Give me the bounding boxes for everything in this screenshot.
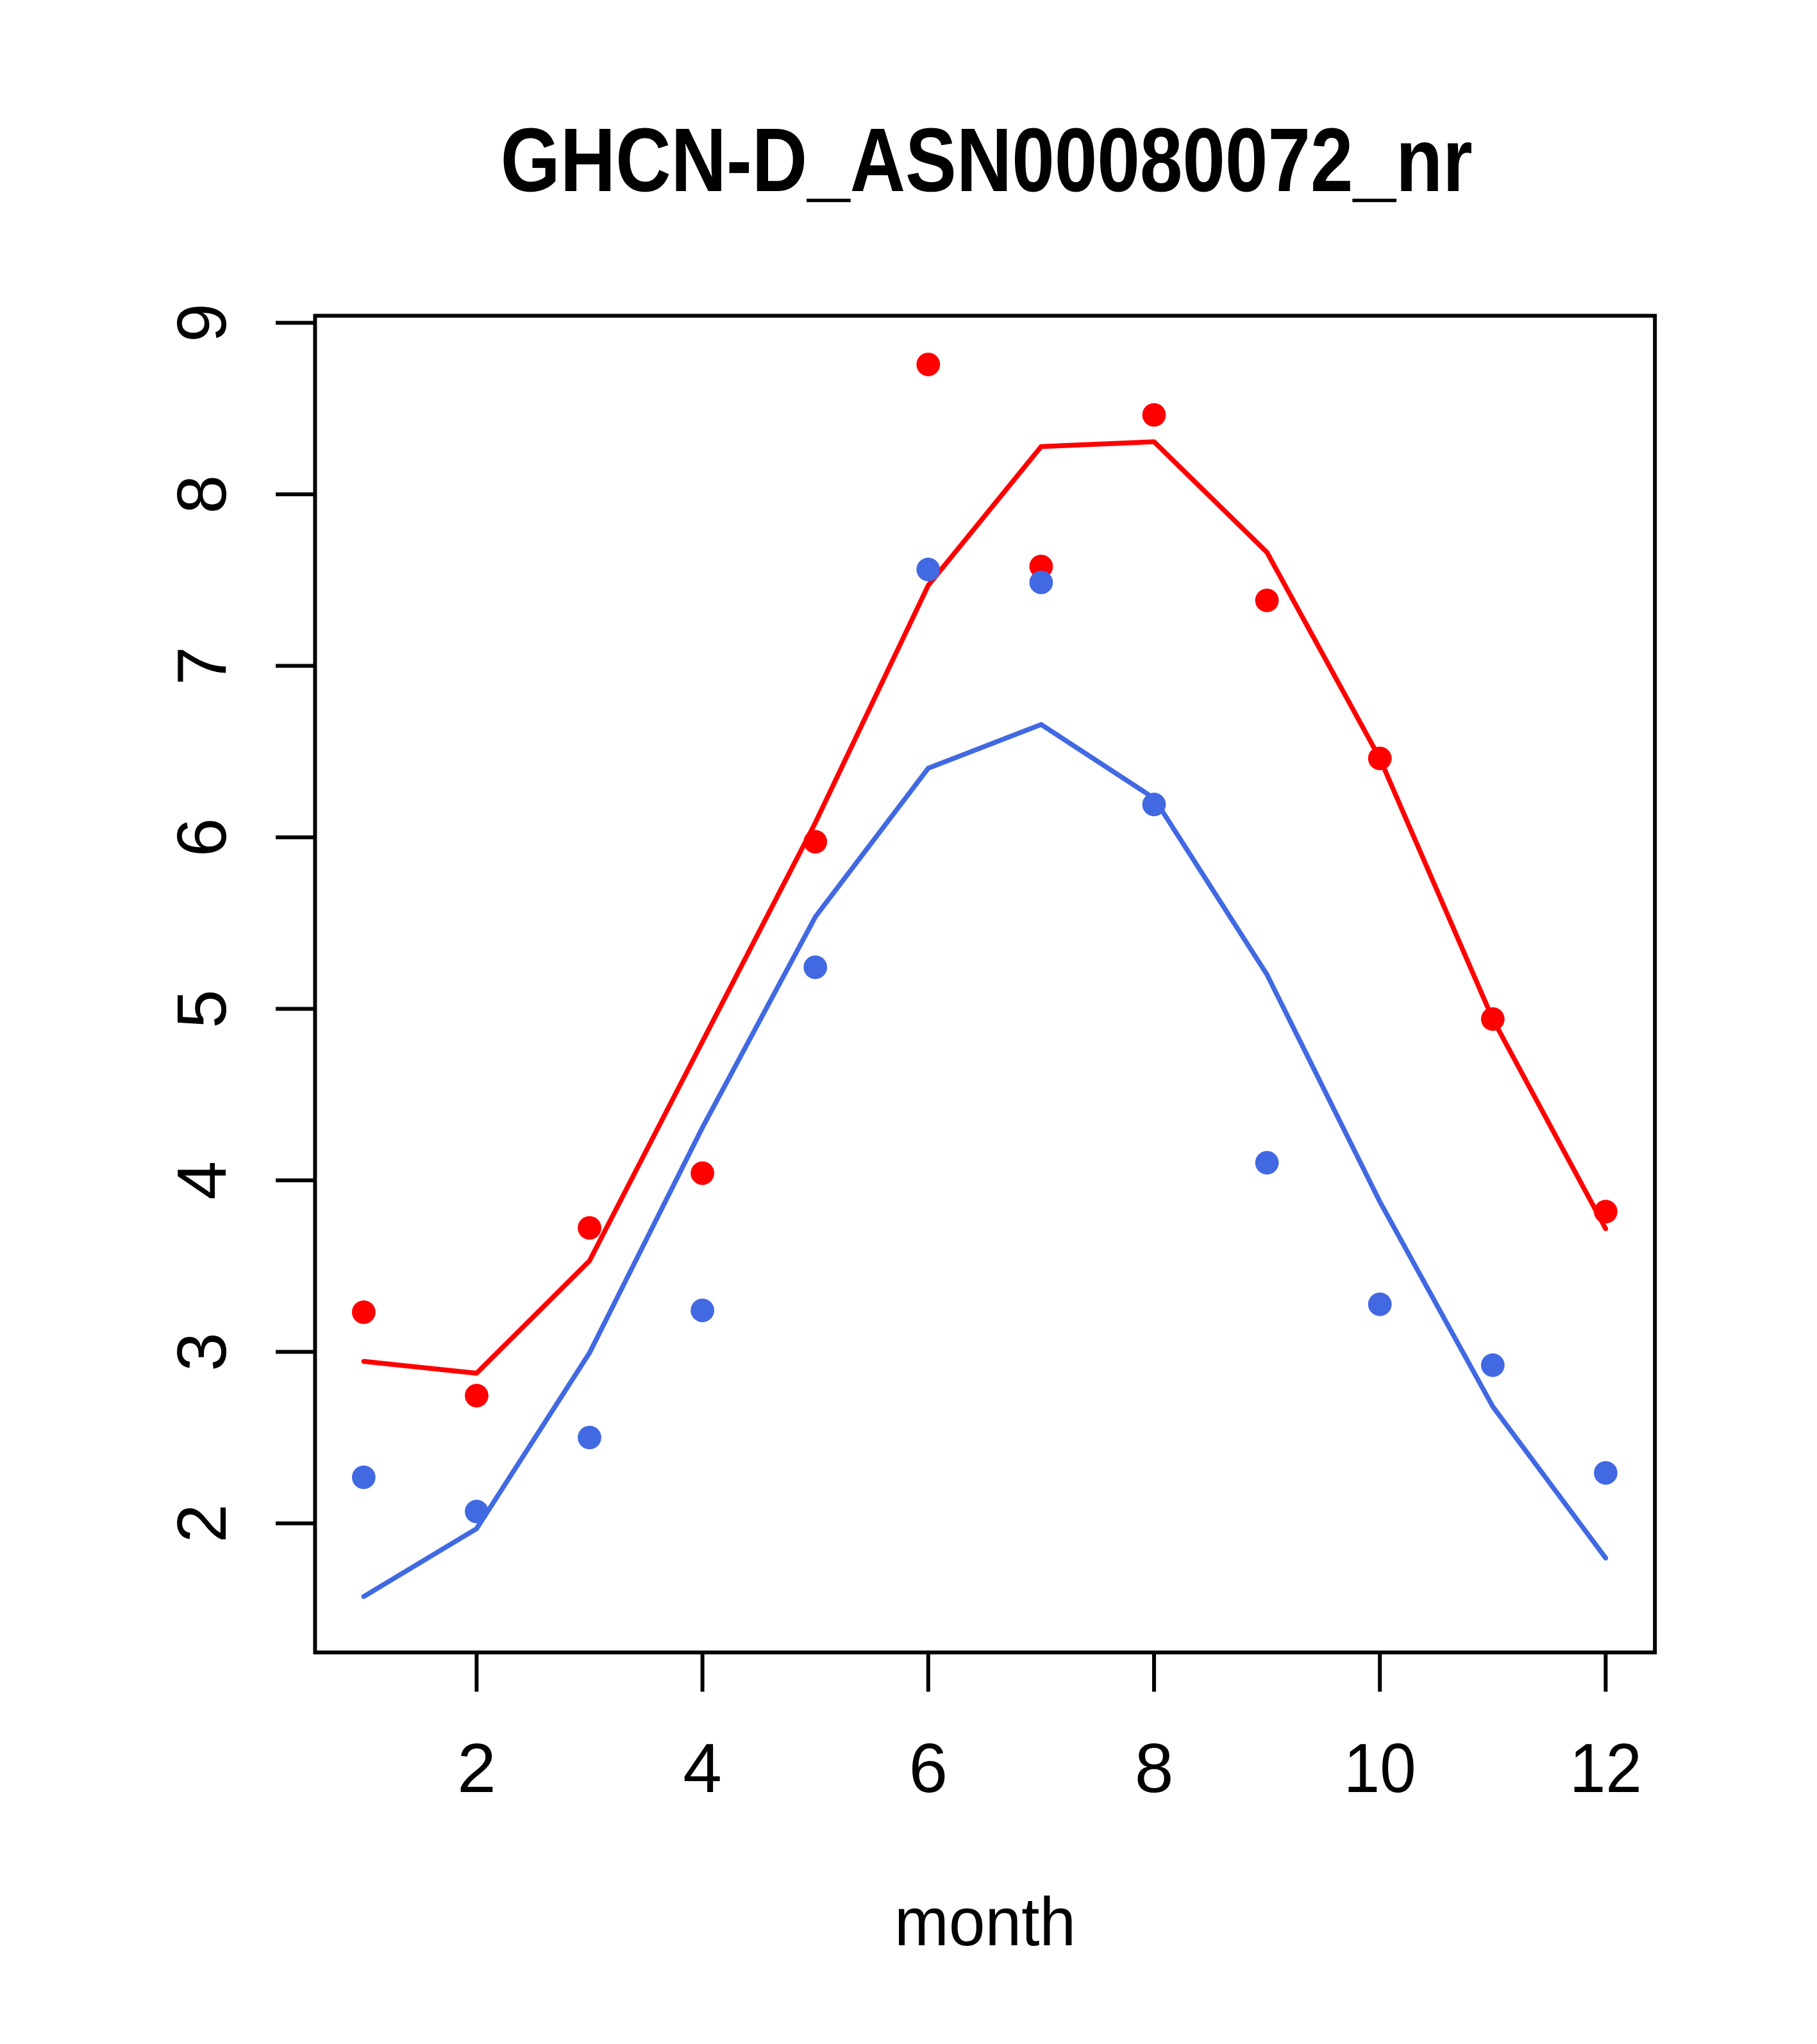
svg-text:6: 6 [908, 1729, 948, 1807]
svg-text:month: month [894, 1883, 1076, 1960]
svg-text:GHCN-D_ASN00080072_nr: GHCN-D_ASN00080072_nr [501, 109, 1473, 210]
svg-text:4: 4 [683, 1729, 722, 1807]
svg-text:12: 12 [1570, 1729, 1642, 1807]
svg-text:4: 4 [163, 1161, 241, 1200]
svg-text:8: 8 [1135, 1729, 1174, 1807]
svg-text:6: 6 [163, 818, 241, 857]
svg-text:10: 10 [1344, 1729, 1416, 1807]
svg-text:2: 2 [457, 1729, 496, 1807]
svg-text:3: 3 [163, 1332, 241, 1371]
svg-text:9: 9 [163, 303, 241, 342]
svg-text:5: 5 [163, 989, 241, 1028]
svg-text:2: 2 [163, 1504, 241, 1543]
svg-text:8: 8 [163, 475, 241, 514]
svg-text:7: 7 [163, 646, 241, 685]
